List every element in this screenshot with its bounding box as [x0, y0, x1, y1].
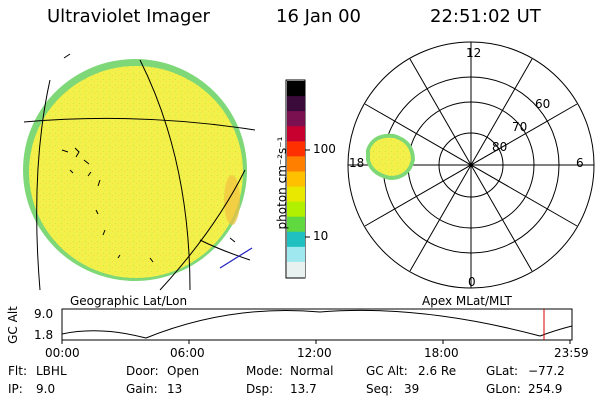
- longitude-line: [159, 169, 246, 291]
- info-value-door: Open: [167, 364, 200, 378]
- info-label-mode: Mode:: [246, 364, 283, 378]
- altitude-ticks: [61, 340, 571, 344]
- mlt-label-6: 6: [576, 156, 584, 170]
- info-label-glat: GLat:: [486, 364, 519, 378]
- colorbar-band: [287, 246, 305, 263]
- lat-label-80: 80: [492, 140, 508, 154]
- polar-plot: [347, 41, 595, 289]
- colorbar-tick-label: 100: [313, 142, 336, 156]
- colorbar-band: [287, 156, 305, 172]
- colorbar-band: [287, 81, 305, 97]
- aurora-edge-glow: [224, 175, 240, 225]
- info-label-filter: Flt:: [8, 364, 27, 378]
- info-label-ip: IP:: [8, 382, 23, 396]
- info-value-mode: Normal: [290, 364, 334, 378]
- latitude-line: [199, 239, 251, 261]
- polar-spoke: [364, 103, 578, 227]
- altitude-ytick: 9.0: [34, 307, 54, 321]
- colorbar: [285, 79, 310, 279]
- colorbar-band: [287, 171, 305, 188]
- colorbar-band: [287, 126, 305, 142]
- altitude-curve: [61, 309, 573, 339]
- info-value-seq: 39: [404, 382, 420, 396]
- colorbar-units-label: photon cm⁻²s⁻¹: [275, 136, 289, 230]
- colorbar-gradient: [287, 81, 305, 278]
- info-value-gc-alt: 2.6 Re: [418, 364, 457, 378]
- info-value-gain: 13: [167, 382, 183, 396]
- altitude-ylabel: GC Alt: [5, 306, 20, 344]
- colorbar-band: [287, 216, 305, 233]
- altitude-xtick: 18:00: [424, 346, 459, 360]
- colorbar-band: [287, 201, 305, 218]
- lat-label-70: 70: [512, 120, 528, 134]
- right-panel-caption: Apex MLat/MLT: [422, 294, 512, 308]
- altitude-xtick: 00:00: [45, 346, 80, 360]
- info-value-filter: LBHL: [36, 364, 67, 378]
- altitude-xtick: 06:00: [170, 346, 205, 360]
- longitude-line: [36, 79, 51, 291]
- colorbar-band: [287, 261, 305, 278]
- colorbar-band: [287, 141, 305, 157]
- info-label-gc-alt: GC Alt:: [366, 364, 408, 378]
- info-label-glon: GLon:: [486, 382, 521, 396]
- colorbar-tick-label: 10: [313, 229, 329, 243]
- altitude-plot: [61, 308, 573, 344]
- altitude-ytick: 1.8: [34, 328, 54, 342]
- instrument-title: Ultraviolet Imager: [47, 6, 210, 27]
- info-value-glat: −77.2: [528, 364, 565, 378]
- geographic-image: [23, 53, 256, 291]
- coastline: [61, 53, 236, 263]
- colorbar-band: [287, 231, 305, 248]
- info-value-dsp: 13.7: [290, 382, 317, 396]
- mlt-label-0: 0: [468, 275, 476, 289]
- colorbar-band: [287, 186, 305, 203]
- polar-aurora-patch: [366, 133, 415, 180]
- altitude-xtick: 12:00: [297, 346, 332, 360]
- latitude-line: [23, 117, 256, 131]
- colorbar-band: [287, 96, 305, 112]
- date-label: 16 Jan 00: [276, 6, 361, 27]
- lat-label-60: 60: [535, 97, 551, 111]
- info-label-seq: Seq:: [366, 382, 393, 396]
- left-panel-caption: Geographic Lat/Lon: [70, 294, 188, 308]
- info-label-gain: Gain:: [126, 382, 158, 396]
- mlt-label-18: 18: [349, 156, 365, 170]
- longitude-line: [139, 59, 191, 291]
- info-value-ip: 9.0: [36, 382, 56, 396]
- info-label-dsp: Dsp:: [246, 382, 274, 396]
- earth-disk: [29, 66, 243, 278]
- altitude-xtick: 23:59: [554, 346, 589, 360]
- info-value-glon: 254.9: [528, 382, 563, 396]
- time-label: 22:51:02 UT: [430, 6, 541, 27]
- blue-boundary-line: [219, 247, 253, 269]
- mlt-label-12: 12: [466, 46, 482, 60]
- altitude-frame: [61, 308, 573, 341]
- colorbar-band: [287, 111, 305, 127]
- info-label-door: Door:: [126, 364, 159, 378]
